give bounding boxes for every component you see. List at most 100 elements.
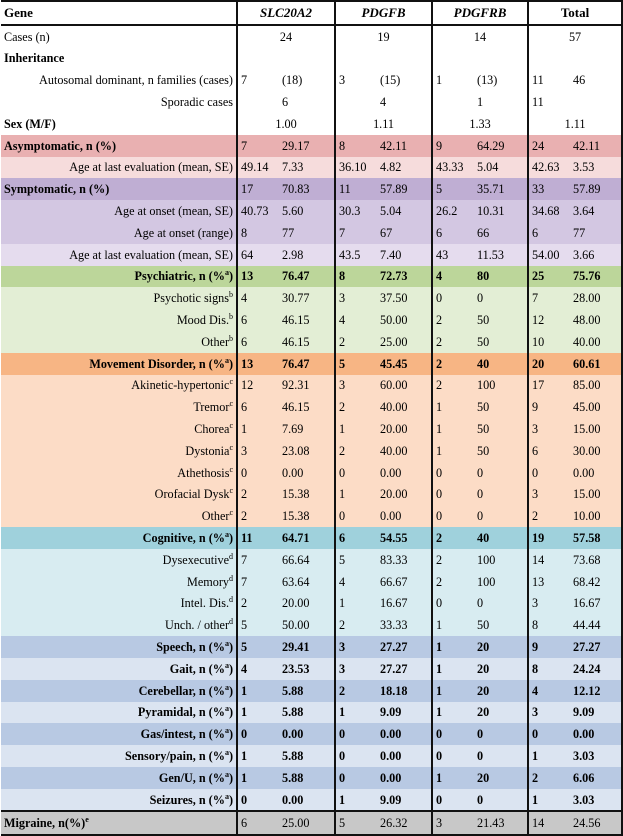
domain-row: Seizures, n (%a) 0 0.00 1 9.09 0 0 1 3.03 <box>1 788 623 812</box>
value-cell: 0 <box>431 788 475 812</box>
value-cell: 18.18 <box>377 679 433 702</box>
value-cell: 20 <box>474 701 529 724</box>
value-cell: 23.08 <box>279 439 336 462</box>
empty-cell <box>236 91 279 113</box>
value-cell: 43.5 <box>334 243 378 266</box>
value-cell: 5 <box>236 614 279 637</box>
footnote-marker: a <box>224 791 229 801</box>
footnote-marker: b <box>229 333 233 343</box>
row-label: Memoryd <box>1 570 237 593</box>
footnote-marker: c <box>229 377 233 387</box>
value-cell: 8 <box>334 265 378 288</box>
value-cell: 54.55 <box>377 527 433 549</box>
footnote-marker: d <box>229 617 233 627</box>
value-cell: 20 <box>527 352 571 375</box>
value-cell: 0 <box>527 723 571 746</box>
value-cell: 60.00 <box>377 374 433 397</box>
value-cell: 1 <box>334 701 378 724</box>
label-close-paren: ) <box>228 705 233 720</box>
value-cell: 6 <box>236 330 279 353</box>
value-cell: 6 <box>527 221 571 244</box>
value-cell: 3 <box>334 374 378 397</box>
value-cell: 24.56 <box>570 810 623 836</box>
value-cell: 33 <box>527 178 571 201</box>
row-label: Inheritance <box>1 47 237 70</box>
value-cell: 1 <box>474 91 529 113</box>
total-column-header: Total <box>527 0 623 26</box>
domain-row: Speech, n (%a) 5 29.41 3 27.27 1 20 9 27.27 <box>1 636 623 658</box>
value-cell: 0.00 <box>377 461 433 484</box>
row-label-text: Dystonia <box>185 443 230 458</box>
value-cell: 1 <box>334 592 378 615</box>
row-label: Sensory/pain, n (%a) <box>1 745 237 767</box>
value-cell: 4 <box>236 287 279 310</box>
row-label: Age at last evaluation (mean, SE) <box>1 156 237 179</box>
value-cell: 0 <box>527 461 571 484</box>
value-cell: 21.43 <box>474 810 529 836</box>
row-label: Age at last evaluation (mean, SE) <box>1 243 237 266</box>
value-cell: 1 <box>236 418 279 440</box>
domain-row: Sensory/pain, n (%a) 1 5.88 0 0.00 0 0 1 3.03 <box>1 745 623 767</box>
row-label-text: Age at last evaluation (mean, SE) <box>69 247 233 262</box>
value-cell: 30.3 <box>334 200 378 222</box>
value-cell: 4 <box>236 657 279 680</box>
value-cell: 17 <box>527 374 571 397</box>
sex-row: Sex (M/F) 1.00 1.11 1.33 1.11 <box>1 112 623 135</box>
row-label: Tremorc <box>1 396 237 419</box>
value-cell: 5.88 <box>279 745 336 767</box>
row-label-text: Pyramidal, n (% <box>137 705 225 720</box>
footnote-marker: a <box>224 268 229 278</box>
value-cell: 26.2 <box>431 200 475 222</box>
value-cell: 50 <box>474 330 529 353</box>
value-cell: 63.64 <box>279 570 336 593</box>
movement-subrow: Tremorc 6 46.15 2 40.00 1 50 9 45.00 <box>1 396 623 419</box>
row-label: Choreac <box>1 418 237 440</box>
value-cell: 72.73 <box>377 265 433 288</box>
value-cell: 4 <box>431 265 475 288</box>
row-label: Symptomatic, n (%) <box>1 178 237 201</box>
value-cell: 5.88 <box>279 766 336 789</box>
value-cell: 66 <box>474 221 529 244</box>
row-label-text: Gait, n (% <box>169 661 225 676</box>
value-cell: 100 <box>474 548 529 571</box>
value-cell: 3 <box>334 69 378 92</box>
label-close-paren: ) <box>228 727 233 742</box>
value-cell: 2 <box>431 374 475 397</box>
value-cell: 0 <box>431 461 475 484</box>
domain-row: Gait, n (%a) 4 23.53 3 27.27 1 20 8 24.24 <box>1 657 623 680</box>
value-cell: 4 <box>334 570 378 593</box>
row-label-text: Cognitive, n (% <box>142 531 225 546</box>
footnote-marker: a <box>224 529 229 539</box>
row-label-text: Cerebellar, n (% <box>138 683 225 698</box>
value-cell: 40.00 <box>377 439 433 462</box>
value-cell: 57 <box>527 24 623 48</box>
row-label-text: Speech, n (% <box>156 640 225 654</box>
value-cell: 5 <box>431 178 475 201</box>
label-close-paren: ) <box>228 661 233 676</box>
value-cell: 27.27 <box>377 657 433 680</box>
value-cell: 2 <box>431 548 475 571</box>
symptomatic-range-row: Age at onset (range) 8 77 7 67 6 66 6 77 <box>1 221 623 244</box>
gene-header: Gene <box>1 0 237 26</box>
label-close-paren: ) <box>228 269 233 284</box>
row-label-text: Intel. Dis. <box>180 596 229 611</box>
value-cell: 1 <box>236 745 279 767</box>
row-label-text: Unch. / other <box>165 618 229 633</box>
value-cell: 76.47 <box>279 265 336 288</box>
value-cell: 30.77 <box>279 287 336 310</box>
value-cell: 3.66 <box>570 243 623 266</box>
value-cell: 100 <box>474 374 529 397</box>
row-label-text: Other <box>201 509 230 524</box>
row-label-text: Gas/intest, n (% <box>140 727 225 742</box>
value-cell: 40 <box>474 352 529 375</box>
value-cell: 5.88 <box>279 679 336 702</box>
footnote-marker: a <box>224 747 229 757</box>
value-cell: 0.00 <box>279 723 336 746</box>
value-cell: 24 <box>235 24 336 48</box>
row-label-text: Sensory/pain, n (% <box>125 748 225 763</box>
row-label: Migraine, n(%)e <box>1 810 237 836</box>
value-cell: 6.06 <box>570 766 623 789</box>
value-cell: 6 <box>236 396 279 419</box>
row-label-text: Asymptomatic, n (%) <box>4 138 117 153</box>
row-label: Sex (M/F) <box>1 112 237 135</box>
